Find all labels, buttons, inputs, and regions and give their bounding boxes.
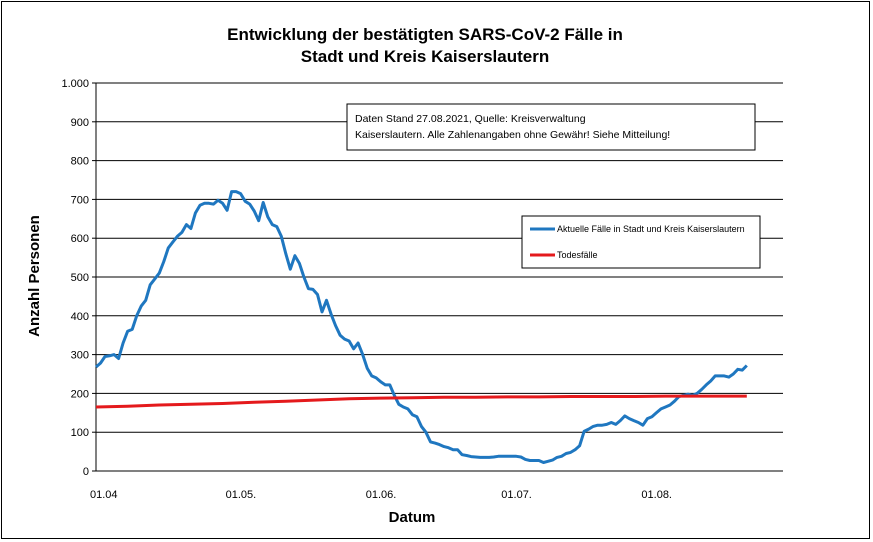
legend-label-cases: Aktuelle Fälle in Stadt und Kreis Kaiser… <box>557 224 745 234</box>
x-tick-label: 01.08. <box>641 489 672 501</box>
x-tick-label: 01.06. <box>366 489 397 501</box>
legend-border <box>521 215 761 269</box>
y-tick-label: 800 <box>71 156 89 168</box>
y-tick-label: 0 <box>83 466 89 478</box>
annotation-line-2: Kaiserslautern. Alle Zahlenangaben ohne … <box>355 129 670 141</box>
y-tick-label: 300 <box>71 350 89 362</box>
legend-label-deaths: Todesfälle <box>557 250 598 260</box>
series-line-deaths <box>95 394 747 409</box>
x-axis-title: Datum <box>389 509 436 526</box>
annotation-border <box>346 103 756 151</box>
y-tick-label: 200 <box>71 388 89 400</box>
y-tick-labels: 0 100 200 300 400 500 600 700 800 900 1.000 <box>61 78 96 478</box>
y-tick-label: 900 <box>71 117 89 129</box>
y-tick-label: 100 <box>71 427 89 439</box>
y-axis-title: Anzahl Personen <box>26 215 43 337</box>
y-tick-label: 1.000 <box>61 78 89 90</box>
x-tick-labels: 01.04 01.05. 01.06. 01.07. 01.08. <box>90 489 672 501</box>
legend: Aktuelle Fälle in Stadt und Kreis Kaiser… <box>521 215 761 269</box>
y-tick-label: 700 <box>71 194 89 206</box>
y-tick-label: 400 <box>71 311 89 323</box>
series-line-cases <box>95 190 748 464</box>
x-tick-label: 01.04 <box>90 489 118 501</box>
x-tick-label: 01.05. <box>226 489 257 501</box>
annotation-line-1: Daten Stand 27.08.2021, Quelle: Kreisver… <box>355 113 586 125</box>
x-tick-label: 01.07. <box>501 489 532 501</box>
annotation-box: Daten Stand 27.08.2021, Quelle: Kreisver… <box>346 103 756 151</box>
chart-title-line-2: Stadt und Kreis Kaiserslautern <box>301 47 549 66</box>
series-group <box>95 190 748 464</box>
y-tick-label: 500 <box>71 272 89 284</box>
chart-title-line-1: Entwicklung der bestätigten SARS-CoV-2 F… <box>227 25 623 44</box>
y-tick-label: 600 <box>71 233 89 245</box>
